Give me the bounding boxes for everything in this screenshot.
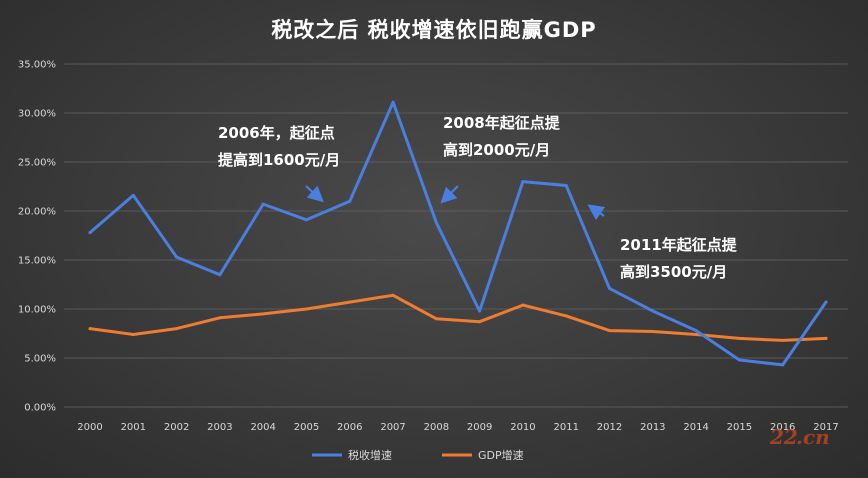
- x-tick-label: 2005: [294, 422, 319, 433]
- data-point: [391, 100, 395, 104]
- x-tick-label: 2017: [813, 422, 838, 433]
- annotation-arrow: [305, 185, 324, 203]
- data-point: [88, 327, 92, 331]
- data-point: [304, 218, 308, 222]
- series-line-gdp: [88, 293, 828, 342]
- annotation-text: 提高到1600元/月: [218, 151, 340, 169]
- data-point: [131, 332, 135, 336]
- data-point: [218, 273, 222, 277]
- data-point: [694, 329, 698, 333]
- data-point: [608, 286, 612, 290]
- data-point: [694, 332, 698, 336]
- y-tick-label: 0.00%: [24, 403, 56, 414]
- data-point: [521, 180, 525, 184]
- data-point: [781, 363, 785, 367]
- data-point: [175, 255, 179, 259]
- data-point: [651, 309, 655, 313]
- x-tick-label: 2015: [727, 422, 752, 433]
- x-tick-label: 2012: [597, 422, 622, 433]
- data-point: [131, 193, 135, 197]
- y-tick-label: 5.00%: [24, 354, 56, 365]
- series-line-tax: [88, 100, 828, 367]
- annotation-text: 2008年起征点提: [443, 114, 561, 132]
- annotation-text: 高到2000元/月: [443, 141, 550, 159]
- x-tick-label: 2006: [337, 422, 362, 433]
- x-tick-label: 2001: [121, 422, 146, 433]
- data-point: [218, 316, 222, 320]
- y-tick-label: 20.00%: [18, 207, 56, 218]
- annotation-arrow: [587, 204, 606, 221]
- x-tick-label: 2010: [510, 422, 535, 433]
- data-point: [261, 312, 265, 316]
- data-point: [348, 199, 352, 203]
- annotation-text: 2006年，起征点: [218, 124, 335, 142]
- data-point: [434, 317, 438, 321]
- annotation-text: 高到3500元/月: [620, 263, 727, 281]
- legend-label: 税收增速: [348, 448, 392, 462]
- x-tick-label: 2000: [77, 422, 102, 433]
- data-point: [651, 330, 655, 334]
- data-point: [348, 300, 352, 304]
- x-tick-label: 2002: [164, 422, 189, 433]
- data-point: [564, 184, 568, 188]
- watermark-logo: 22: [769, 425, 798, 449]
- x-tick-label: 2007: [380, 422, 405, 433]
- data-point: [434, 221, 438, 225]
- data-point: [88, 231, 92, 235]
- data-point: [391, 293, 395, 297]
- x-tick-label: 2016: [770, 422, 795, 433]
- data-point: [824, 300, 828, 304]
- y-tick-label: 15.00%: [18, 256, 56, 267]
- data-point: [261, 202, 265, 206]
- y-tick-label: 35.00%: [18, 60, 56, 71]
- data-point: [824, 336, 828, 340]
- data-point: [521, 303, 525, 307]
- x-tick-label: 2014: [683, 422, 708, 433]
- data-point: [564, 314, 568, 318]
- legend-label: GDP增速: [478, 448, 524, 462]
- data-point: [175, 327, 179, 331]
- x-tick-label: 2011: [554, 422, 579, 433]
- annotation-text: 2011年起征点提: [620, 236, 738, 254]
- y-tick-label: 30.00%: [18, 109, 56, 120]
- data-point: [737, 336, 741, 340]
- data-point: [304, 307, 308, 311]
- data-point: [478, 320, 482, 324]
- x-tick-label: 2004: [250, 422, 275, 433]
- x-tick-label: 2003: [207, 422, 232, 433]
- annotation-arrow: [440, 185, 459, 204]
- chart-title: 税改之后 税收增速依旧跑赢GDP: [271, 18, 597, 42]
- data-point: [478, 309, 482, 313]
- watermark-logo-suffix: .cn: [796, 425, 830, 449]
- x-tick-label: 2013: [640, 422, 665, 433]
- data-point: [737, 358, 741, 362]
- data-point: [608, 329, 612, 333]
- x-tick-label: 2008: [424, 422, 449, 433]
- y-tick-label: 25.00%: [18, 158, 56, 169]
- y-tick-label: 10.00%: [18, 305, 56, 316]
- x-tick-label: 2009: [467, 422, 492, 433]
- data-point: [781, 338, 785, 342]
